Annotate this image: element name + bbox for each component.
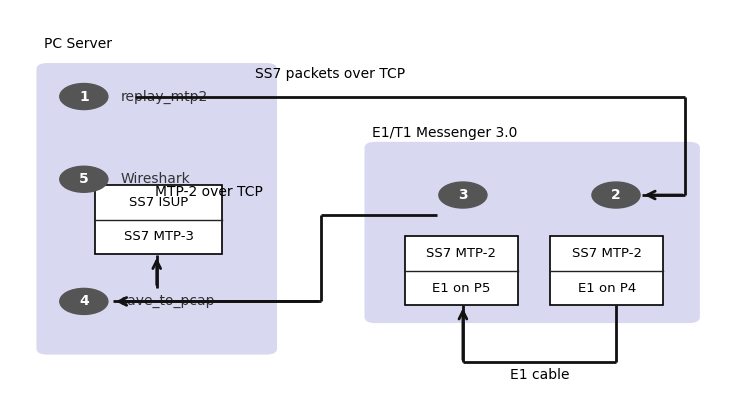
Text: SS7 ISUP: SS7 ISUP <box>129 196 188 209</box>
Text: 3: 3 <box>458 188 468 202</box>
FancyBboxPatch shape <box>95 185 222 254</box>
FancyBboxPatch shape <box>36 63 277 355</box>
FancyBboxPatch shape <box>405 236 518 305</box>
Text: E1/T1 Messenger 3.0: E1/T1 Messenger 3.0 <box>372 126 517 140</box>
Text: SS7 MTP-2: SS7 MTP-2 <box>426 247 496 260</box>
Text: replay_mtp2: replay_mtp2 <box>120 89 208 104</box>
Circle shape <box>60 288 108 314</box>
Text: 2: 2 <box>611 188 621 202</box>
Text: save_to_pcap: save_to_pcap <box>120 294 215 309</box>
Text: Wireshark: Wireshark <box>120 172 190 186</box>
Circle shape <box>439 182 487 208</box>
Text: MTP-2 over TCP: MTP-2 over TCP <box>155 185 262 199</box>
Text: E1 on P5: E1 on P5 <box>432 282 491 295</box>
Text: 1: 1 <box>79 89 89 104</box>
Circle shape <box>592 182 640 208</box>
Text: SS7 MTP-3: SS7 MTP-3 <box>123 230 194 243</box>
Text: E1 on P4: E1 on P4 <box>578 282 636 295</box>
Text: PC Server: PC Server <box>44 37 112 51</box>
FancyBboxPatch shape <box>550 236 663 305</box>
Text: E1 cable: E1 cable <box>510 368 569 383</box>
Text: SS7 MTP-2: SS7 MTP-2 <box>572 247 642 260</box>
Text: 5: 5 <box>79 172 89 186</box>
Text: 4: 4 <box>79 294 89 309</box>
FancyBboxPatch shape <box>364 142 700 323</box>
Circle shape <box>60 84 108 110</box>
Circle shape <box>60 166 108 192</box>
Text: SS7 packets over TCP: SS7 packets over TCP <box>255 67 405 81</box>
